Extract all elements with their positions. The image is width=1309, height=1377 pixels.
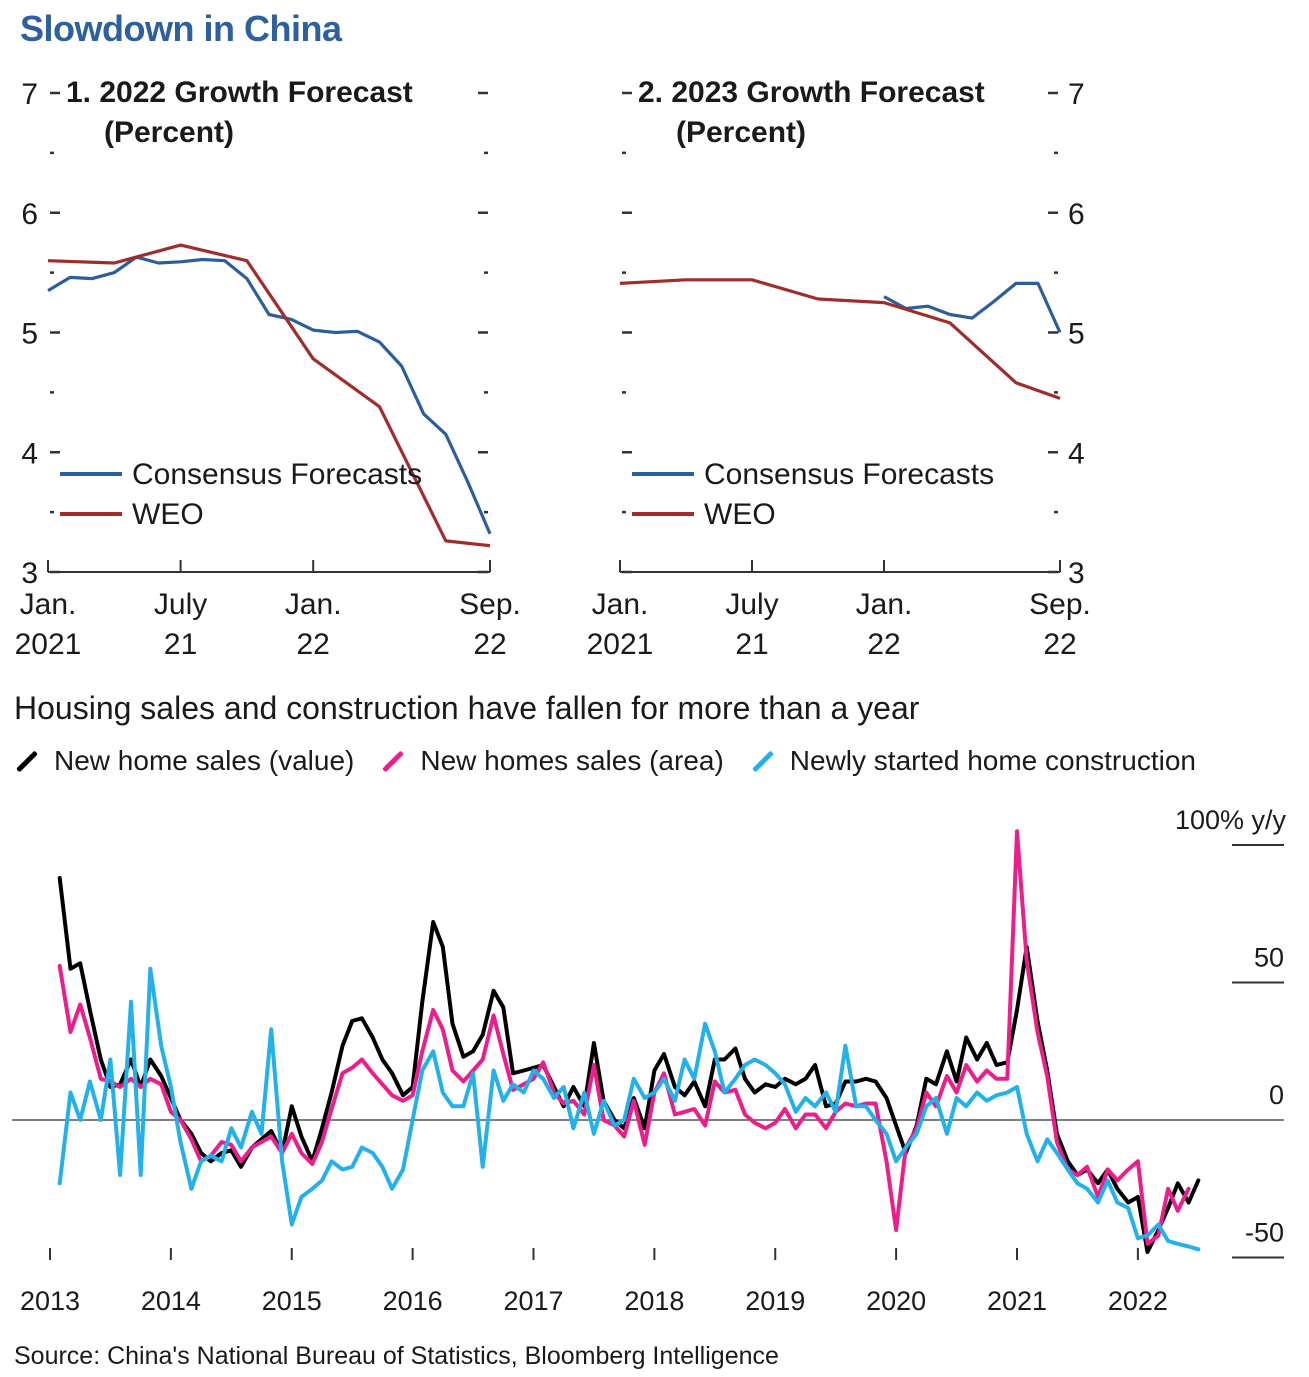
legend-item-construction: Newly started home construction: [750, 745, 1196, 777]
y-tick-label: 50: [1254, 943, 1284, 973]
source-note: Source: China's National Bureau of Stati…: [14, 1342, 779, 1370]
y-tick-label: 7: [1068, 78, 1085, 111]
y-tick-label: 4: [1068, 437, 1085, 470]
series-line-weo: [619, 278, 1061, 400]
panel-2023-forecast: Jan. 2021 July 21 Jan. 22 Sep. 22 3 4 5 6 7 2. 2023 G…: [587, 76, 1091, 661]
legend-label-construction: Newly started home construction: [789, 745, 1196, 776]
x-tick-label: Jan.: [20, 588, 77, 621]
x-tick-label: 2018: [624, 1286, 684, 1316]
legend-label: WEO: [704, 498, 776, 531]
x-tick-label: 2021: [587, 628, 654, 661]
legend-swatch-value: [16, 750, 38, 772]
series-line-consensus: [883, 281, 1062, 334]
legend-label: WEO: [132, 498, 204, 531]
x-tick-label: July: [725, 588, 778, 621]
series-line-area: [57, 829, 1191, 1246]
panel-subtitle: (Percent): [104, 116, 234, 149]
x-tick-label: 2016: [383, 1286, 443, 1316]
y-tick-label: 6: [21, 198, 38, 231]
x-tick-label: 22: [867, 628, 900, 661]
x-tick-label: 22: [297, 628, 330, 661]
x-tick-label: 22: [473, 628, 506, 661]
legend-item-area: New homes sales (area): [380, 745, 724, 777]
panel-2022-forecast: Jan. 2021 July 21 Jan. 22 Sep. 22 3 4 5 6 7 1. 2022 G…: [15, 76, 521, 661]
series-line-consensus: [47, 255, 492, 535]
x-tick-label: 21: [164, 628, 197, 661]
x-tick-label: July: [154, 588, 207, 621]
series-line-weo: [47, 243, 491, 548]
legend-swatch-construction: [751, 750, 774, 772]
y-tick-label: 5: [21, 318, 38, 351]
y-tick-label: 7: [21, 78, 38, 111]
housing-chart-title: Housing sales and construction have fall…: [14, 690, 920, 726]
legend-swatch-area: [382, 750, 405, 772]
legend-label-value: New home sales (value): [54, 745, 355, 776]
x-tick-label: 2015: [262, 1286, 322, 1316]
y-tick-label: 6: [1068, 198, 1085, 231]
x-tick-label: Sep.: [1029, 588, 1091, 621]
page-title: Slowdown in China: [20, 8, 342, 49]
panel-title: 2. 2023 Growth Forecast: [638, 76, 985, 109]
housing-legend: New home sales (value) New homes sales (…: [14, 745, 1222, 777]
x-tick-label: 2017: [503, 1286, 563, 1316]
x-tick-label: 2021: [15, 628, 82, 661]
y-tick-label: 0: [1269, 1080, 1284, 1110]
housing-chart: 100% y/y 50 0 -50 2013 2014 2015 2016 2017 2018 20…: [12, 805, 1287, 1316]
x-tick-label: 2020: [866, 1286, 926, 1316]
legend-label-area: New homes sales (area): [420, 745, 724, 776]
x-tick-label: 22: [1043, 628, 1076, 661]
y-tick-label: 3: [21, 557, 38, 590]
x-tick-label: Sep.: [459, 588, 521, 621]
x-tick-label: 2013: [20, 1286, 80, 1316]
y-axis-unit-label: 100% y/y: [1175, 805, 1287, 835]
x-tick-label: 2019: [745, 1286, 805, 1316]
series-line-value: [57, 876, 1201, 1254]
series-line-construction: [57, 966, 1201, 1252]
panel-subtitle: (Percent): [676, 116, 806, 149]
legend-item-value: New home sales (value): [14, 745, 354, 777]
panel-title: 1. 2022 Growth Forecast: [66, 76, 413, 109]
legend-label: Consensus Forecasts: [704, 458, 994, 491]
x-tick-label: 2022: [1108, 1286, 1168, 1316]
x-tick-label: 2021: [987, 1286, 1047, 1316]
y-tick-label: -50: [1245, 1218, 1284, 1248]
x-tick-label: 21: [735, 628, 768, 661]
y-tick-label: 4: [21, 437, 38, 470]
x-tick-label: Jan.: [285, 588, 342, 621]
x-tick-label: Jan.: [592, 588, 649, 621]
y-tick-label: 5: [1068, 318, 1085, 351]
y-tick-label: 3: [1068, 557, 1085, 590]
x-tick-label: Jan.: [856, 588, 913, 621]
legend-label: Consensus Forecasts: [132, 458, 422, 491]
x-tick-label: 2014: [141, 1286, 201, 1316]
